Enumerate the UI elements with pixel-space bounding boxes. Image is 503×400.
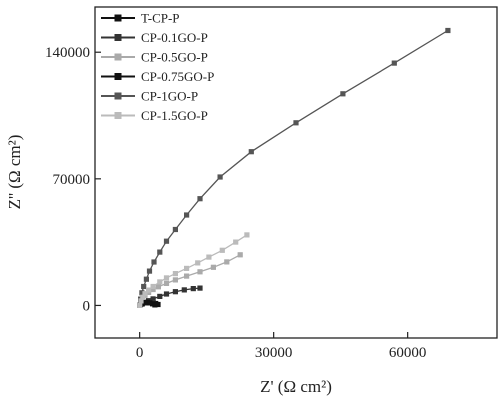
data-point xyxy=(157,249,163,255)
legend-swatch-marker xyxy=(114,92,122,100)
data-point xyxy=(181,287,187,293)
legend-label: T-CP-P xyxy=(141,11,180,26)
data-point xyxy=(137,302,143,308)
data-point xyxy=(219,247,225,253)
legend-swatch-marker xyxy=(114,34,122,41)
legend-item: T-CP-P xyxy=(101,11,180,26)
data-point xyxy=(152,302,158,308)
data-point xyxy=(233,239,239,245)
data-point xyxy=(237,252,243,258)
legend-item: CP-0.1GO-P xyxy=(101,30,208,45)
data-point xyxy=(217,174,223,180)
data-point xyxy=(140,294,146,300)
data-point xyxy=(155,301,161,308)
data-point xyxy=(244,232,250,238)
data-point xyxy=(210,264,216,270)
legend-item: CP-0.5GO-P xyxy=(101,50,208,65)
legend-label: CP-1GO-P xyxy=(141,89,198,104)
data-point xyxy=(197,269,203,275)
data-point xyxy=(184,273,190,279)
legend-swatch-marker xyxy=(114,53,122,61)
data-point xyxy=(172,271,178,277)
x-tick-label: 60000 xyxy=(389,345,427,361)
data-point xyxy=(248,149,254,155)
data-point xyxy=(143,276,149,282)
y-tick-label: 140000 xyxy=(45,45,90,61)
legend-label: CP-0.1GO-P xyxy=(141,30,208,45)
data-point xyxy=(146,268,153,274)
y-axis-label: Z'' (Ω cm²) xyxy=(5,135,24,210)
legend-label: CP-1.5GO-P xyxy=(141,108,208,123)
x-axis-label: Z' (Ω cm²) xyxy=(260,377,332,396)
data-point xyxy=(150,296,156,302)
legend: T-CP-P CP-0.1GO-P CP-0.5GO-P CP-0.75GO-P CP-… xyxy=(101,11,214,123)
legend-swatch-marker xyxy=(114,73,122,80)
data-point xyxy=(141,283,147,290)
data-point xyxy=(157,279,163,285)
data-point xyxy=(184,212,190,218)
data-point xyxy=(157,293,163,299)
data-point xyxy=(163,291,170,297)
data-point xyxy=(163,238,170,244)
series-5 xyxy=(137,232,250,308)
data-point xyxy=(150,286,156,293)
data-point xyxy=(224,259,230,265)
data-point xyxy=(138,298,144,304)
legend-swatch-marker xyxy=(114,112,122,119)
legend-swatch-marker xyxy=(114,14,122,22)
legend-label: CP-0.75GO-P xyxy=(141,69,214,84)
data-point xyxy=(445,27,451,34)
data-point xyxy=(206,254,212,260)
plot-area xyxy=(137,27,451,308)
data-point xyxy=(150,283,156,290)
data-point xyxy=(151,259,157,265)
y-tick-label: 0 xyxy=(83,298,91,314)
legend-label: CP-0.5GO-P xyxy=(141,50,208,65)
data-point xyxy=(163,275,170,281)
data-point xyxy=(147,300,153,306)
data-point xyxy=(293,120,299,126)
data-point xyxy=(391,60,397,66)
data-point xyxy=(172,277,178,283)
data-point xyxy=(142,291,148,297)
series-4 xyxy=(137,27,451,308)
data-point xyxy=(197,285,203,291)
legend-item: CP-1GO-P xyxy=(101,89,198,104)
x-tick-label: 0 xyxy=(136,345,144,361)
data-point xyxy=(197,196,203,202)
data-point xyxy=(144,299,150,305)
data-point xyxy=(172,289,178,295)
data-point xyxy=(340,91,346,97)
legend-item: CP-0.75GO-P xyxy=(101,69,214,84)
legend-item: CP-1.5GO-P xyxy=(101,108,208,123)
data-point xyxy=(146,287,152,293)
x-tick-label: 30000 xyxy=(255,345,293,361)
data-point xyxy=(155,284,161,290)
axis-ticks: 0 30000 60000 0 70000 140000 xyxy=(45,45,426,361)
y-tick-label: 70000 xyxy=(53,172,91,188)
data-point xyxy=(163,280,170,286)
data-point xyxy=(184,265,190,271)
data-point xyxy=(139,290,145,296)
data-point xyxy=(172,226,178,233)
plot-frame xyxy=(94,6,498,339)
data-point xyxy=(195,260,201,266)
data-point xyxy=(190,286,196,292)
